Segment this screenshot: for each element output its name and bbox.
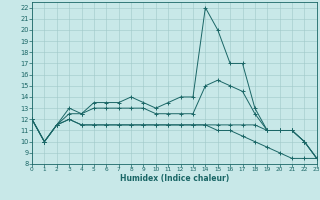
X-axis label: Humidex (Indice chaleur): Humidex (Indice chaleur): [120, 174, 229, 183]
